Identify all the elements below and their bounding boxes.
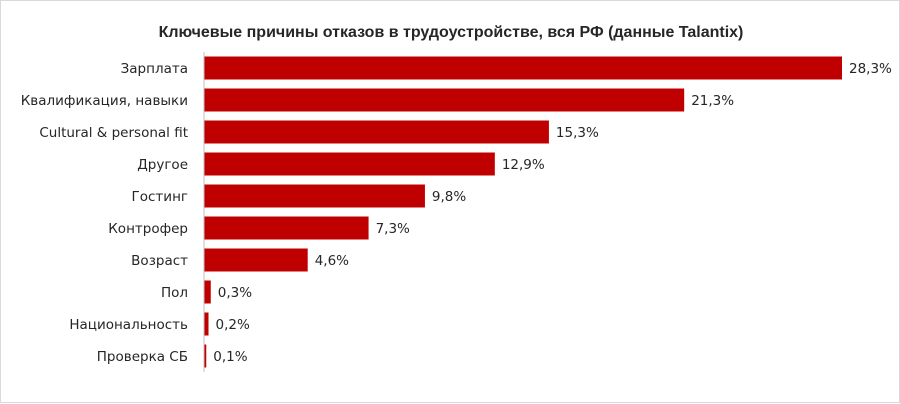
bar — [204, 280, 211, 304]
bars-layer: Зарплата 28,3% Квалификация, навыки 21,3% Cu… — [21, 56, 892, 368]
chart-title: Ключевые причины отказов в трудоустройст… — [159, 24, 744, 41]
category-label: Проверка СБ — [97, 349, 188, 365]
category-label: Другое — [137, 157, 188, 173]
bar — [204, 312, 209, 336]
category-label: Cultural & personal fit — [39, 125, 188, 141]
value-label: 21,3% — [691, 93, 734, 109]
value-label: 12,9% — [502, 157, 545, 173]
category-label: Контрофер — [108, 221, 188, 237]
bar — [204, 88, 685, 112]
category-label: Возраст — [131, 253, 188, 269]
bar — [204, 152, 495, 176]
value-label: 0,1% — [213, 349, 247, 365]
value-label: 28,3% — [849, 61, 892, 77]
bar — [204, 56, 842, 80]
value-label: 0,3% — [218, 285, 252, 301]
value-label: 0,2% — [216, 317, 250, 333]
value-label: 4,6% — [315, 253, 349, 269]
category-label: Зарплата — [121, 61, 188, 77]
category-label: Гостинг — [132, 189, 188, 205]
value-label: 9,8% — [432, 189, 466, 205]
category-label: Национальность — [69, 317, 188, 333]
value-label: 15,3% — [556, 125, 599, 141]
bar — [204, 344, 207, 368]
bar — [204, 184, 425, 208]
category-label: Квалификация, навыки — [21, 93, 188, 109]
bar — [204, 216, 369, 240]
category-label: Пол — [161, 285, 188, 301]
value-label: 7,3% — [376, 221, 410, 237]
bar — [204, 120, 549, 144]
bar — [204, 248, 308, 272]
